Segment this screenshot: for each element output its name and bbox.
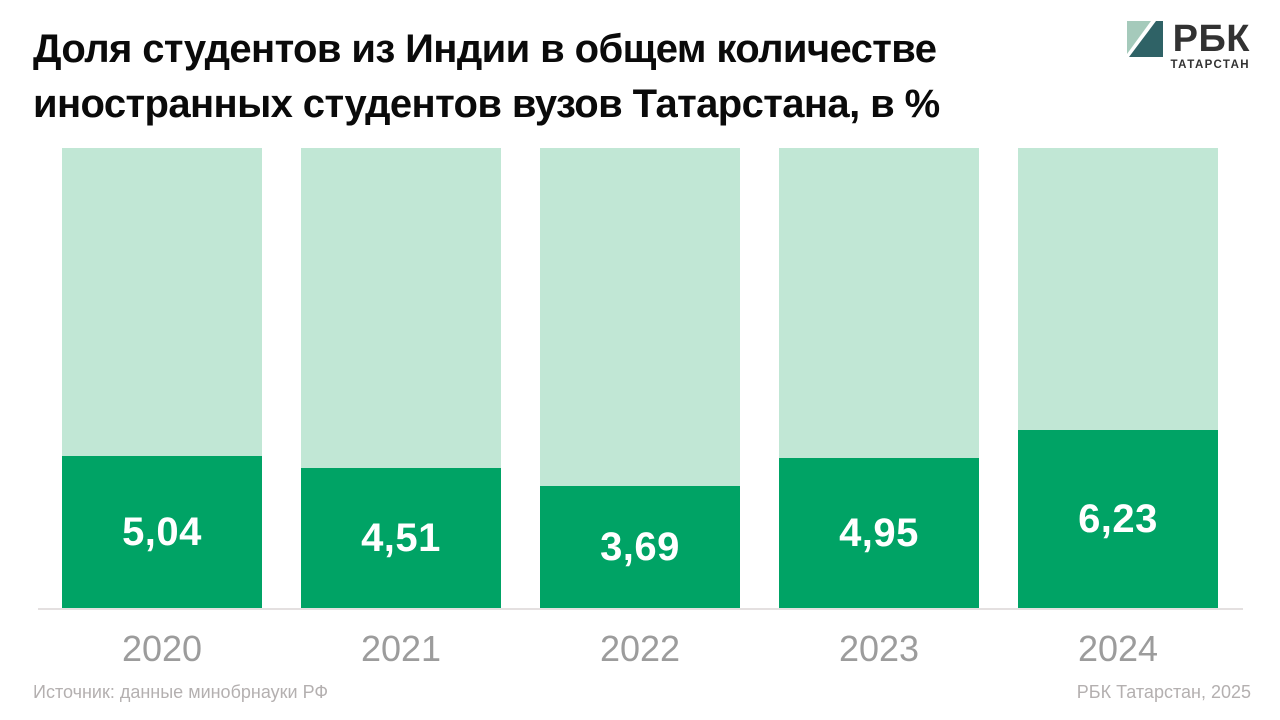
bar-column: 4,95 2023 [779, 148, 979, 670]
page-title-line2: иностранных студентов вузов Татарстана, … [33, 82, 940, 126]
bar-value-label: 4,95 [839, 510, 919, 555]
bar-value-label: 6,23 [1078, 496, 1158, 541]
bar-column: 5,04 2020 [62, 148, 262, 670]
bar-columns: 5,04 2020 4,51 2021 3,69 2022 4,95 2023 6,23 2024 [62, 148, 1218, 670]
bar-value-label: 3,69 [600, 524, 680, 569]
credit-note: РБК Татарстан, 2025 [1076, 682, 1251, 702]
bar-chart: 5,04 2020 4,51 2021 3,69 2022 4,95 2023 6,23 2024 [38, 148, 1243, 670]
rbc-logo-brand: РБК [1172, 18, 1250, 60]
bar-fill: 4,95 [779, 458, 979, 608]
bar-track: 5,04 [62, 148, 262, 608]
x-axis-label: 2020 [121, 628, 203, 669]
bar-column: 6,23 2024 [1018, 148, 1218, 670]
source-note: Источник: данные минобрнауки РФ [33, 682, 329, 702]
bar-track: 4,51 [301, 148, 501, 608]
bar-track: 3,69 [540, 148, 740, 608]
rbc-tatarstan-logo: РБК ТАТАРСТАН [1127, 18, 1250, 71]
bar-fill: 6,23 [1018, 430, 1218, 608]
bar-fill: 4,51 [301, 468, 501, 608]
x-axis-label: 2024 [1077, 628, 1159, 669]
bar-value-label: 5,04 [122, 509, 202, 554]
rbc-logo-icon [1127, 21, 1164, 57]
chart-footer: Источник: данные минобрнауки РФ РБК Тата… [33, 682, 1251, 703]
rbc-logo-region: ТАТАРСТАН [1170, 59, 1250, 71]
x-axis-line [38, 608, 1243, 610]
page-title: Доля студентов из Индии в общем количест… [33, 22, 940, 132]
x-axis-label: 2023 [838, 628, 920, 669]
page-title-line1: Доля студентов из Индии в общем количест… [33, 27, 937, 71]
bar-fill: 5,04 [62, 456, 262, 608]
bar-value-label: 4,51 [361, 515, 441, 560]
bar-column: 3,69 2022 [540, 148, 740, 670]
x-axis-label: 2021 [360, 628, 442, 669]
bar-fill: 3,69 [540, 486, 740, 608]
bar-track: 4,95 [779, 148, 979, 608]
rbc-logo-text: РБК ТАТАРСТАН [1170, 18, 1250, 71]
x-axis-label: 2022 [599, 628, 681, 669]
bar-track: 6,23 [1018, 148, 1218, 608]
bar-column: 4,51 2021 [301, 148, 501, 670]
